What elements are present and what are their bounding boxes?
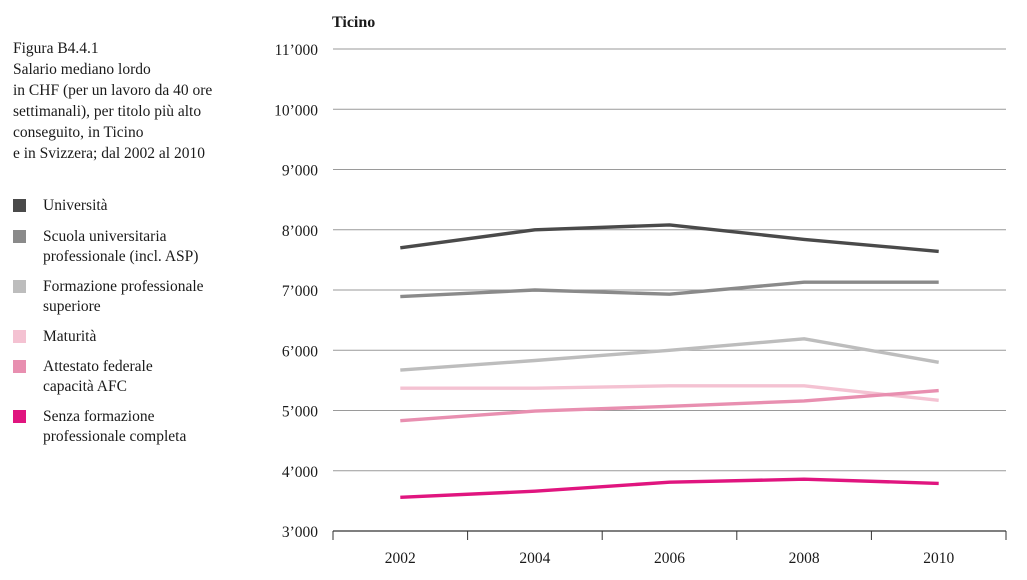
y-tick-label: 4’000	[282, 464, 318, 481]
legend-label-line: Scuola universitaria	[43, 228, 167, 245]
legend-label: Senza formazione professionale completa	[43, 407, 258, 447]
x-tick-label: 2006	[654, 550, 685, 567]
legend-label-line: Senza formazione	[43, 408, 155, 425]
legend-label: Università	[43, 196, 258, 216]
legend-label-line: capacità AFC	[43, 378, 127, 395]
series-line	[400, 477, 939, 499]
caption-line: Figura B4.4.1	[13, 40, 99, 57]
legend-label-line: superiore	[43, 298, 101, 315]
legend-swatch	[13, 410, 26, 423]
y-tick-label: 7’000	[282, 283, 318, 300]
caption-line: settimanali), per titolo più alto	[13, 103, 202, 120]
legend-label-line: Maturità	[43, 328, 97, 345]
legend-label-line: professionale completa	[43, 428, 187, 445]
series-line	[400, 337, 939, 372]
legend-label-line: Università	[43, 197, 108, 214]
y-tick-label: 8’000	[282, 223, 318, 240]
x-tick-label: 2002	[385, 550, 416, 567]
legend-label-line: Attestato federale	[43, 358, 153, 375]
figure-caption: Figura B4.4.1 Salario mediano lordo in CHF…	[13, 38, 253, 164]
y-tick-label: 6’000	[282, 343, 318, 360]
legend-label: Formazione professionale superiore	[43, 277, 258, 317]
x-tick-label: 2010	[923, 550, 954, 567]
y-tick-label: 10’000	[274, 102, 318, 119]
y-tick-label: 11’000	[275, 42, 319, 59]
x-tick-label: 2008	[789, 550, 820, 567]
legend-swatch	[13, 230, 26, 243]
caption-line: conseguito, in Ticino	[13, 124, 144, 141]
caption-line: Salario mediano lordo	[13, 61, 151, 78]
series-line	[400, 388, 939, 423]
legend-label-line: professionale (incl. ASP)	[43, 248, 199, 265]
legend-label: Attestato federale capacità AFC	[43, 357, 258, 397]
chart-title: Ticino	[332, 14, 375, 31]
legend-swatch	[13, 330, 26, 343]
legend-label: Maturità	[43, 327, 258, 347]
y-tick-label: 9’000	[282, 163, 318, 180]
y-tick-label: 3’000	[282, 524, 318, 541]
x-tick-label: 2004	[519, 550, 550, 567]
legend-swatch	[13, 280, 26, 293]
legend-swatch	[13, 360, 26, 373]
series-line	[400, 384, 939, 402]
legend-label-line: Formazione professionale	[43, 278, 204, 295]
caption-line: in CHF (per un lavoro da 40 ore	[13, 82, 213, 99]
series-line	[400, 223, 939, 254]
legend-label: Scuola universitaria professionale (incl.…	[43, 227, 258, 267]
caption-line: e in Svizzera; dal 2002 al 2010	[13, 145, 205, 162]
series-line	[400, 280, 939, 299]
y-tick-label: 5’000	[282, 404, 318, 421]
legend-swatch	[13, 199, 26, 212]
